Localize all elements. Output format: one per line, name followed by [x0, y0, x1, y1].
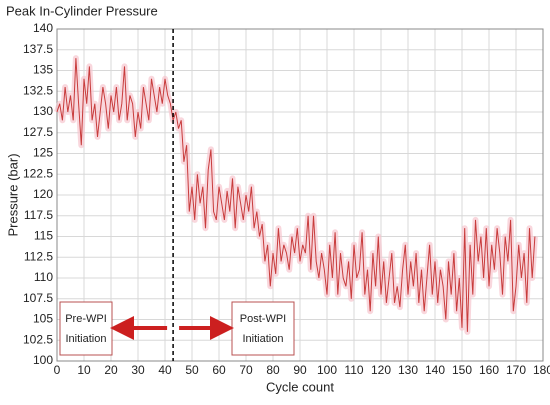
x-tick-label: 100	[317, 363, 337, 377]
y-tick-label: 100	[33, 353, 53, 367]
x-tick-label: 70	[239, 363, 253, 377]
x-tick-label: 150	[452, 363, 472, 377]
chart-title: Peak In-Cylinder Pressure	[6, 3, 158, 18]
x-tick-label: 20	[104, 363, 118, 377]
y-tick-label: 120	[33, 187, 53, 201]
x-tick-label: 90	[293, 363, 307, 377]
y-tick-label: 140	[33, 21, 53, 35]
x-tick-label: 10	[77, 363, 91, 377]
y-tick-label: 132.5	[23, 83, 53, 97]
x-tick-label: 120	[371, 363, 391, 377]
x-axis-label: Cycle count	[266, 379, 334, 394]
x-tick-label: 0	[54, 363, 61, 377]
annotation-text: Initiation	[66, 333, 107, 345]
plot-frame	[56, 28, 544, 362]
y-tick-label: 102.5	[23, 332, 53, 346]
x-tick-label: 160	[479, 363, 499, 377]
y-tick-label: 115	[34, 229, 53, 243]
y-axis-label: Pressure (bar)	[5, 153, 20, 236]
y-tick-label: 117.5	[24, 208, 53, 222]
x-tick-label: 130	[398, 363, 418, 377]
x-tick-label: 30	[131, 363, 145, 377]
x-tick-label: 140	[425, 363, 445, 377]
y-tick-label: 122.5	[23, 166, 53, 180]
annotation-text: Pre-WPI	[65, 313, 107, 325]
y-tick-label: 127.5	[23, 125, 53, 139]
x-tick-label: 110	[344, 363, 363, 377]
y-tick-label: 130	[33, 104, 53, 118]
y-tick-label: 110	[34, 270, 53, 284]
y-tick-label: 135	[33, 63, 53, 77]
annotation-box	[59, 301, 113, 356]
x-tick-label: 50	[185, 363, 199, 377]
x-tick-label: 170	[506, 363, 526, 377]
x-tick-label: 60	[212, 363, 226, 377]
annotation-text: Post-WPI	[240, 313, 286, 325]
y-tick-label: 112.5	[24, 249, 53, 263]
x-tick-label: 40	[158, 363, 172, 377]
annotation-text: Initiation	[243, 333, 284, 345]
x-tick-label: 80	[266, 363, 280, 377]
y-tick-label: 107.5	[23, 291, 53, 305]
y-tick-label: 125	[33, 146, 53, 160]
x-tick-label: 180	[533, 363, 550, 377]
y-tick-label: 137.5	[23, 42, 53, 56]
series-line	[56, 58, 536, 332]
y-tick-label: 105	[33, 312, 53, 326]
annotation-box	[231, 301, 295, 356]
